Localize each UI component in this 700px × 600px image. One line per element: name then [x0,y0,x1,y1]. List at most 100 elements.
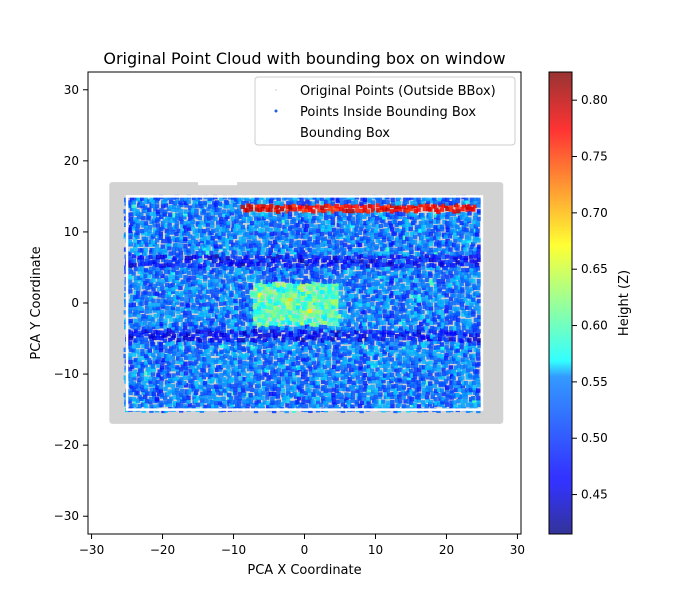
inside-point [186,285,192,290]
inside-point [366,290,372,295]
inside-point [330,216,335,221]
inside-point [469,381,474,386]
inside-point [199,303,204,308]
inside-point [343,404,349,409]
inside-point [154,199,160,204]
inside-point [445,359,450,365]
inside-point [159,324,164,329]
inside-point [301,395,307,401]
inside-point [386,345,391,351]
inside-point [420,314,425,320]
inside-point [359,259,364,264]
inside-point [205,289,211,294]
inside-point [434,306,439,311]
inside-point [139,306,144,311]
inside-point [460,298,465,304]
inside-point [473,322,478,328]
inside-point [265,279,271,285]
inside-point [179,314,184,319]
inside-point [198,251,203,257]
inside-point [277,357,282,363]
inside-point [332,266,337,271]
inside-point [203,259,208,265]
inside-point [355,208,360,213]
inside-point [236,270,242,276]
inside-point [135,211,141,216]
inside-point [187,310,192,315]
inside-point [171,351,177,356]
inside-point [326,313,332,318]
inside-point [276,403,282,408]
inside-point [128,347,134,353]
inside-point [284,353,289,358]
inside-point [439,318,445,323]
inside-point [284,278,290,283]
inside-point [156,305,161,311]
inside-point [425,321,430,326]
inside-point [164,310,169,315]
inside-point [230,400,235,405]
inside-point [350,404,355,409]
inside-point [436,227,441,232]
inside-point [336,355,341,361]
inside-point [455,306,460,312]
inside-point [364,404,369,410]
inside-point [174,344,180,349]
inside-point [229,387,235,392]
inside-point [198,341,204,347]
inside-point [332,313,337,319]
inside-point [152,232,157,237]
inside-point [421,359,426,365]
inside-point [233,355,238,361]
inside-point [156,309,161,314]
inside-point [342,279,347,284]
inside-point [166,382,171,388]
inside-point [238,236,244,241]
inside-point [135,309,141,315]
inside-point [397,214,403,220]
inside-point [307,326,312,331]
inside-point [233,390,238,396]
inside-point [445,231,451,236]
inside-point [336,335,341,341]
inside-point [227,258,232,264]
inside-point [420,376,426,381]
inside-point [168,346,174,351]
inside-point [279,235,285,241]
inside-point [315,239,320,245]
inside-point [281,257,287,263]
inside-point [296,377,302,382]
inside-point [262,279,267,285]
inside-point [254,391,260,397]
inside-point [161,279,166,284]
inside-point [252,226,258,232]
inside-point [373,285,378,290]
inside-point [246,249,252,255]
inside-point [467,236,472,241]
inside-point [473,306,478,311]
inside-point [143,292,148,298]
inside-point [209,337,215,343]
inside-point [133,306,138,311]
inside-point [354,278,359,283]
inside-point [153,329,158,335]
inside-point [436,299,442,304]
inside-point [374,351,379,357]
inside-point [327,220,333,225]
inside-point [209,274,215,280]
inside-point [402,356,408,361]
inside-point [323,215,329,221]
inside-point [331,290,336,295]
inside-point [448,337,453,342]
inside-point [230,310,235,315]
inside-point [207,403,212,408]
inside-point [307,304,312,310]
inside-point [439,207,445,212]
inside-point [171,344,177,350]
inside-point [397,259,403,265]
inside-point [147,302,153,307]
inside-point [279,285,285,291]
inside-point [416,309,422,314]
inside-point [406,259,411,265]
inside-point [233,197,239,202]
